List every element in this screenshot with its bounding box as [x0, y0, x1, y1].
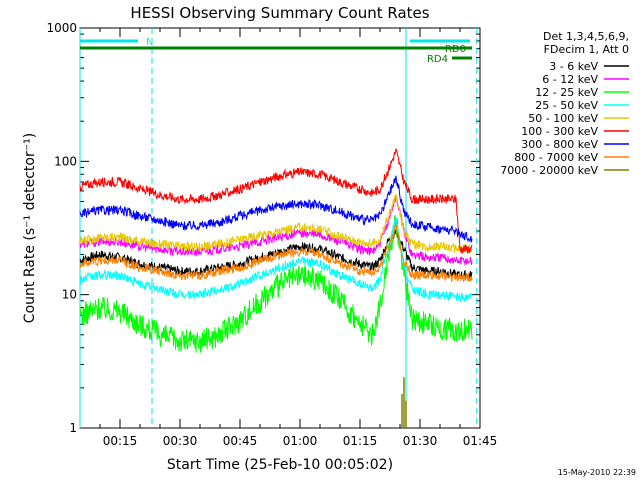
vertical-markers [79, 28, 478, 428]
y-tick-label: 1000 [46, 21, 77, 35]
legend-label-50-100-kev: 50 - 100 keV [528, 112, 598, 125]
legend-label-100-300-kev: 100 - 300 keV [521, 125, 598, 138]
x-tick-label: 01:45 [463, 434, 498, 448]
flag-label-rd0: RD0 [445, 44, 466, 55]
series-group [79, 148, 473, 428]
series-100-300-kev [79, 148, 473, 254]
legend: Det 1,3,4,5,6,9, FDecim 1, Att 0 3 - 6 k… [500, 30, 629, 177]
legend-header-line-1: Det 1,3,4,5,6,9, [543, 30, 629, 43]
x-tick-label: 01:30 [403, 434, 438, 448]
x-tick-label: 00:15 [103, 434, 138, 448]
series-6-12-kev [79, 194, 473, 266]
date-stamp: 15-May-2010 22:39 [558, 468, 636, 477]
series-line-100-300-kev [79, 148, 473, 254]
chart-title: HESSI Observing Summary Count Rates [130, 4, 429, 22]
x-tick-label: 00:45 [223, 434, 258, 448]
x-tick-label: 00:30 [163, 434, 198, 448]
series-7000-20000-kev [401, 377, 407, 428]
legend-label-800-7000-kev: 800 - 7000 keV [514, 151, 598, 164]
series-line-12-25-kev [79, 215, 473, 353]
axes: 00:15 00:30 00:45 01:00 01:15 01:30 01:45 1 10 10… [46, 21, 497, 448]
series-line-25-50-kev [79, 216, 473, 303]
flag-label-rd4: RD4 [427, 54, 448, 65]
legend-label-7000-20000-kev: 7000 - 20000 keV [500, 164, 598, 177]
x-tick-label: 01:15 [343, 434, 378, 448]
legend-label-25-50-kev: 25 - 50 keV [535, 99, 598, 112]
series-25-50-kev [79, 216, 473, 303]
legend-label-6-12-kev: 6 - 12 keV [542, 73, 598, 86]
series-50-100-kev [79, 193, 473, 255]
series-12-25-kev [79, 215, 473, 353]
x-tick-label: 01:00 [283, 434, 318, 448]
series-line-6-12-kev [79, 194, 473, 266]
legend-header-line-2: FDecim 1, Att 0 [544, 43, 629, 56]
series-300-800-kev [79, 175, 473, 243]
y-axis-label: Count Rate (s⁻¹ detector⁻¹) [22, 133, 38, 323]
y-tick-label: 10 [62, 288, 77, 302]
y-tick-label: 1 [69, 421, 77, 435]
legend-label-12-25-kev: 12 - 25 keV [535, 86, 598, 99]
y-tick-label: 100 [54, 154, 77, 168]
legend-label-300-800-kev: 300 - 800 keV [521, 138, 598, 151]
series-line-300-800-kev [79, 175, 473, 243]
legend-label-3-6-kev: 3 - 6 keV [549, 60, 598, 73]
series-800-7000-kev [79, 223, 473, 283]
flag-label-n: N [146, 37, 153, 48]
series-line-50-100-kev [79, 193, 473, 255]
series-line-800-7000-kev [79, 223, 473, 283]
x-axis-label: Start Time (25-Feb-10 00:05:02) [167, 457, 393, 473]
